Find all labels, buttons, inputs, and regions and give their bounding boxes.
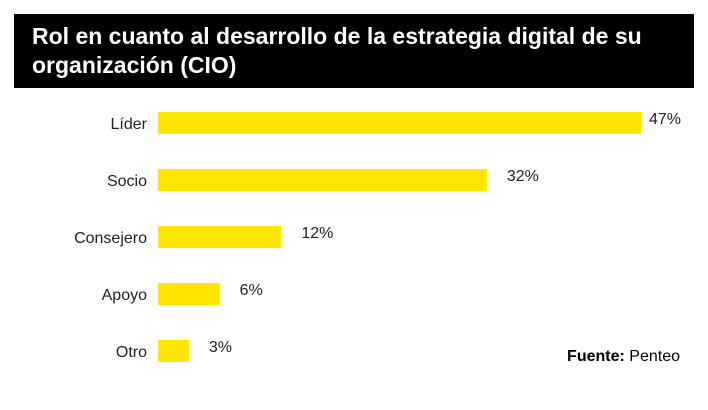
category-label: Consejero [74, 230, 147, 247]
bar [158, 169, 487, 191]
chart-title: Rol en cuanto al desarrollo de la estrat… [32, 23, 642, 78]
value-label: 12% [301, 225, 333, 242]
source-label: Fuente: [567, 348, 625, 365]
title-bar: Rol en cuanto al desarrollo de la estrat… [14, 14, 694, 88]
category-label: Apoyo [102, 287, 147, 304]
bar [158, 283, 220, 305]
value-label: 3% [209, 339, 232, 356]
value-label: 6% [240, 282, 263, 299]
bar [158, 226, 282, 248]
value-label: 47% [649, 111, 681, 128]
category-label: Líder [111, 116, 148, 133]
source-note: Fuente: Penteo [567, 348, 680, 366]
source-value: Penteo [629, 348, 680, 365]
category-label: Socio [107, 173, 147, 190]
value-label: 32% [507, 168, 539, 185]
bar [158, 340, 189, 362]
category-label: Otro [116, 344, 147, 361]
bar [158, 112, 641, 134]
